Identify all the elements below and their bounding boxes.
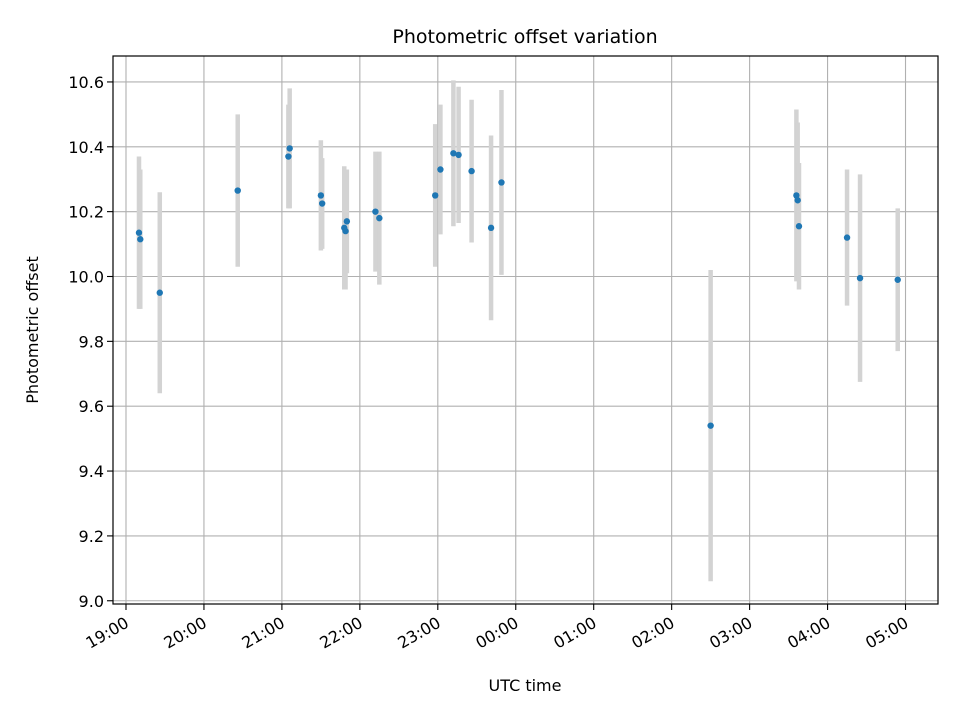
- data-point: [376, 214, 383, 222]
- y-tick-label: 10.2: [68, 203, 104, 222]
- y-tick-label: 10.6: [68, 73, 104, 92]
- data-point: [286, 145, 293, 152]
- data-point: [707, 422, 714, 429]
- data-point: [372, 208, 379, 215]
- data-point: [455, 151, 462, 159]
- data-point: [317, 192, 325, 199]
- data-point: [468, 167, 475, 175]
- y-tick-label: 10.4: [68, 138, 104, 157]
- data-point: [234, 187, 241, 194]
- data-point: [498, 179, 505, 186]
- data-point: [156, 289, 163, 296]
- data-point: [487, 224, 495, 232]
- y-axis-ticks: 9.0 9.2 9.4 9.6 9.8 10.0 10.2 10.4 10.6: [68, 73, 113, 611]
- y-tick-label: 9.6: [79, 397, 104, 416]
- data-points: [135, 145, 901, 429]
- data-point: [135, 229, 143, 236]
- chart-title: Photometric offset variation: [392, 26, 657, 48]
- data-point: [432, 192, 439, 199]
- data-point: [137, 236, 144, 243]
- y-tick-label: 9.0: [79, 592, 104, 611]
- plot-frame: [112, 55, 939, 605]
- y-axis-title: Photometric offset: [23, 256, 42, 404]
- data-point: [795, 223, 803, 230]
- data-point: [856, 274, 864, 282]
- data-point: [342, 227, 349, 235]
- x-axis-title: UTC time: [489, 676, 562, 695]
- y-tick-label: 9.2: [79, 527, 104, 546]
- data-point: [794, 197, 801, 204]
- data-point: [437, 166, 444, 173]
- data-point: [843, 234, 851, 241]
- data-point: [793, 192, 800, 199]
- y-tick-label: 9.4: [79, 462, 104, 481]
- y-tick-label: 10.0: [68, 267, 104, 286]
- data-point: [894, 276, 901, 283]
- grid-lines: [113, 56, 938, 604]
- data-point: [450, 150, 457, 157]
- data-point: [285, 153, 292, 160]
- y-tick-label: 9.8: [79, 332, 104, 351]
- data-point: [318, 200, 326, 207]
- data-point: [343, 218, 351, 225]
